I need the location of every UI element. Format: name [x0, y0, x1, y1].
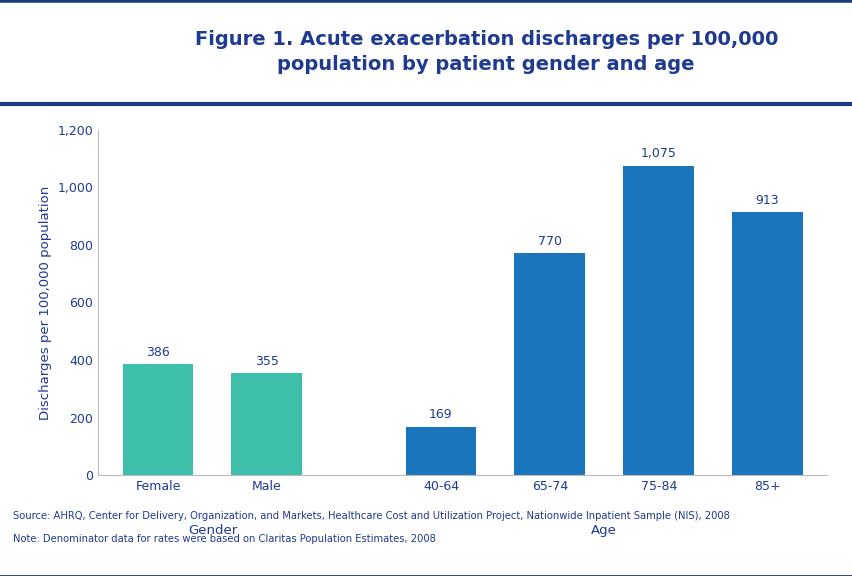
- Bar: [623, 166, 694, 475]
- Text: Source: AHRQ, Center for Delivery, Organization, and Markets, Healthcare Cost an: Source: AHRQ, Center for Delivery, Organ…: [13, 511, 728, 521]
- Text: Gender: Gender: [187, 524, 237, 537]
- Text: Note: Denominator data for rates were based on Claritas Population Estimates, 20: Note: Denominator data for rates were ba…: [13, 535, 435, 544]
- Text: 386: 386: [146, 346, 170, 359]
- Text: 1,075: 1,075: [640, 147, 676, 161]
- Bar: [123, 364, 193, 475]
- Text: Figure 1. Acute exacerbation discharges per 100,000
population by patient gender: Figure 1. Acute exacerbation discharges …: [194, 30, 777, 74]
- Text: 169: 169: [429, 408, 452, 422]
- Bar: [731, 213, 802, 475]
- Text: 770: 770: [538, 235, 561, 248]
- Bar: [514, 253, 584, 475]
- Text: 355: 355: [255, 355, 279, 368]
- Bar: [231, 373, 302, 475]
- Y-axis label: Discharges per 100,000 population: Discharges per 100,000 population: [38, 185, 52, 419]
- Text: Age: Age: [590, 524, 617, 537]
- Bar: [406, 426, 475, 475]
- Text: 913: 913: [755, 194, 779, 207]
